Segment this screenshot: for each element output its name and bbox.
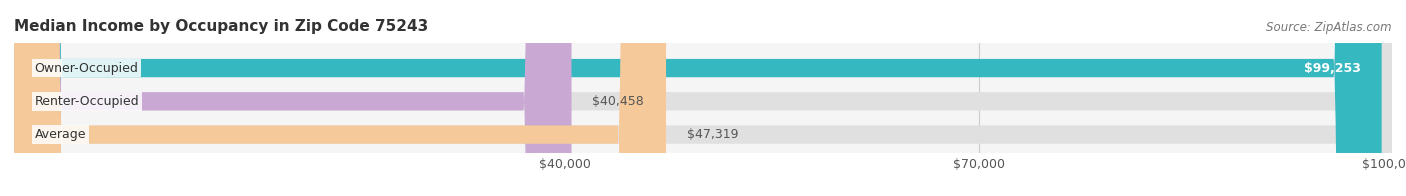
FancyBboxPatch shape bbox=[14, 0, 1392, 196]
Text: Source: ZipAtlas.com: Source: ZipAtlas.com bbox=[1267, 21, 1392, 34]
Text: Average: Average bbox=[35, 128, 86, 141]
Text: Owner-Occupied: Owner-Occupied bbox=[35, 62, 139, 74]
Text: Renter-Occupied: Renter-Occupied bbox=[35, 95, 139, 108]
FancyBboxPatch shape bbox=[14, 0, 1382, 196]
Text: $40,458: $40,458 bbox=[592, 95, 644, 108]
FancyBboxPatch shape bbox=[14, 0, 571, 196]
FancyBboxPatch shape bbox=[14, 0, 1392, 196]
FancyBboxPatch shape bbox=[14, 0, 1392, 196]
Text: Median Income by Occupancy in Zip Code 75243: Median Income by Occupancy in Zip Code 7… bbox=[14, 19, 429, 34]
Text: $99,253: $99,253 bbox=[1305, 62, 1361, 74]
Text: $47,319: $47,319 bbox=[686, 128, 738, 141]
FancyBboxPatch shape bbox=[14, 0, 666, 196]
